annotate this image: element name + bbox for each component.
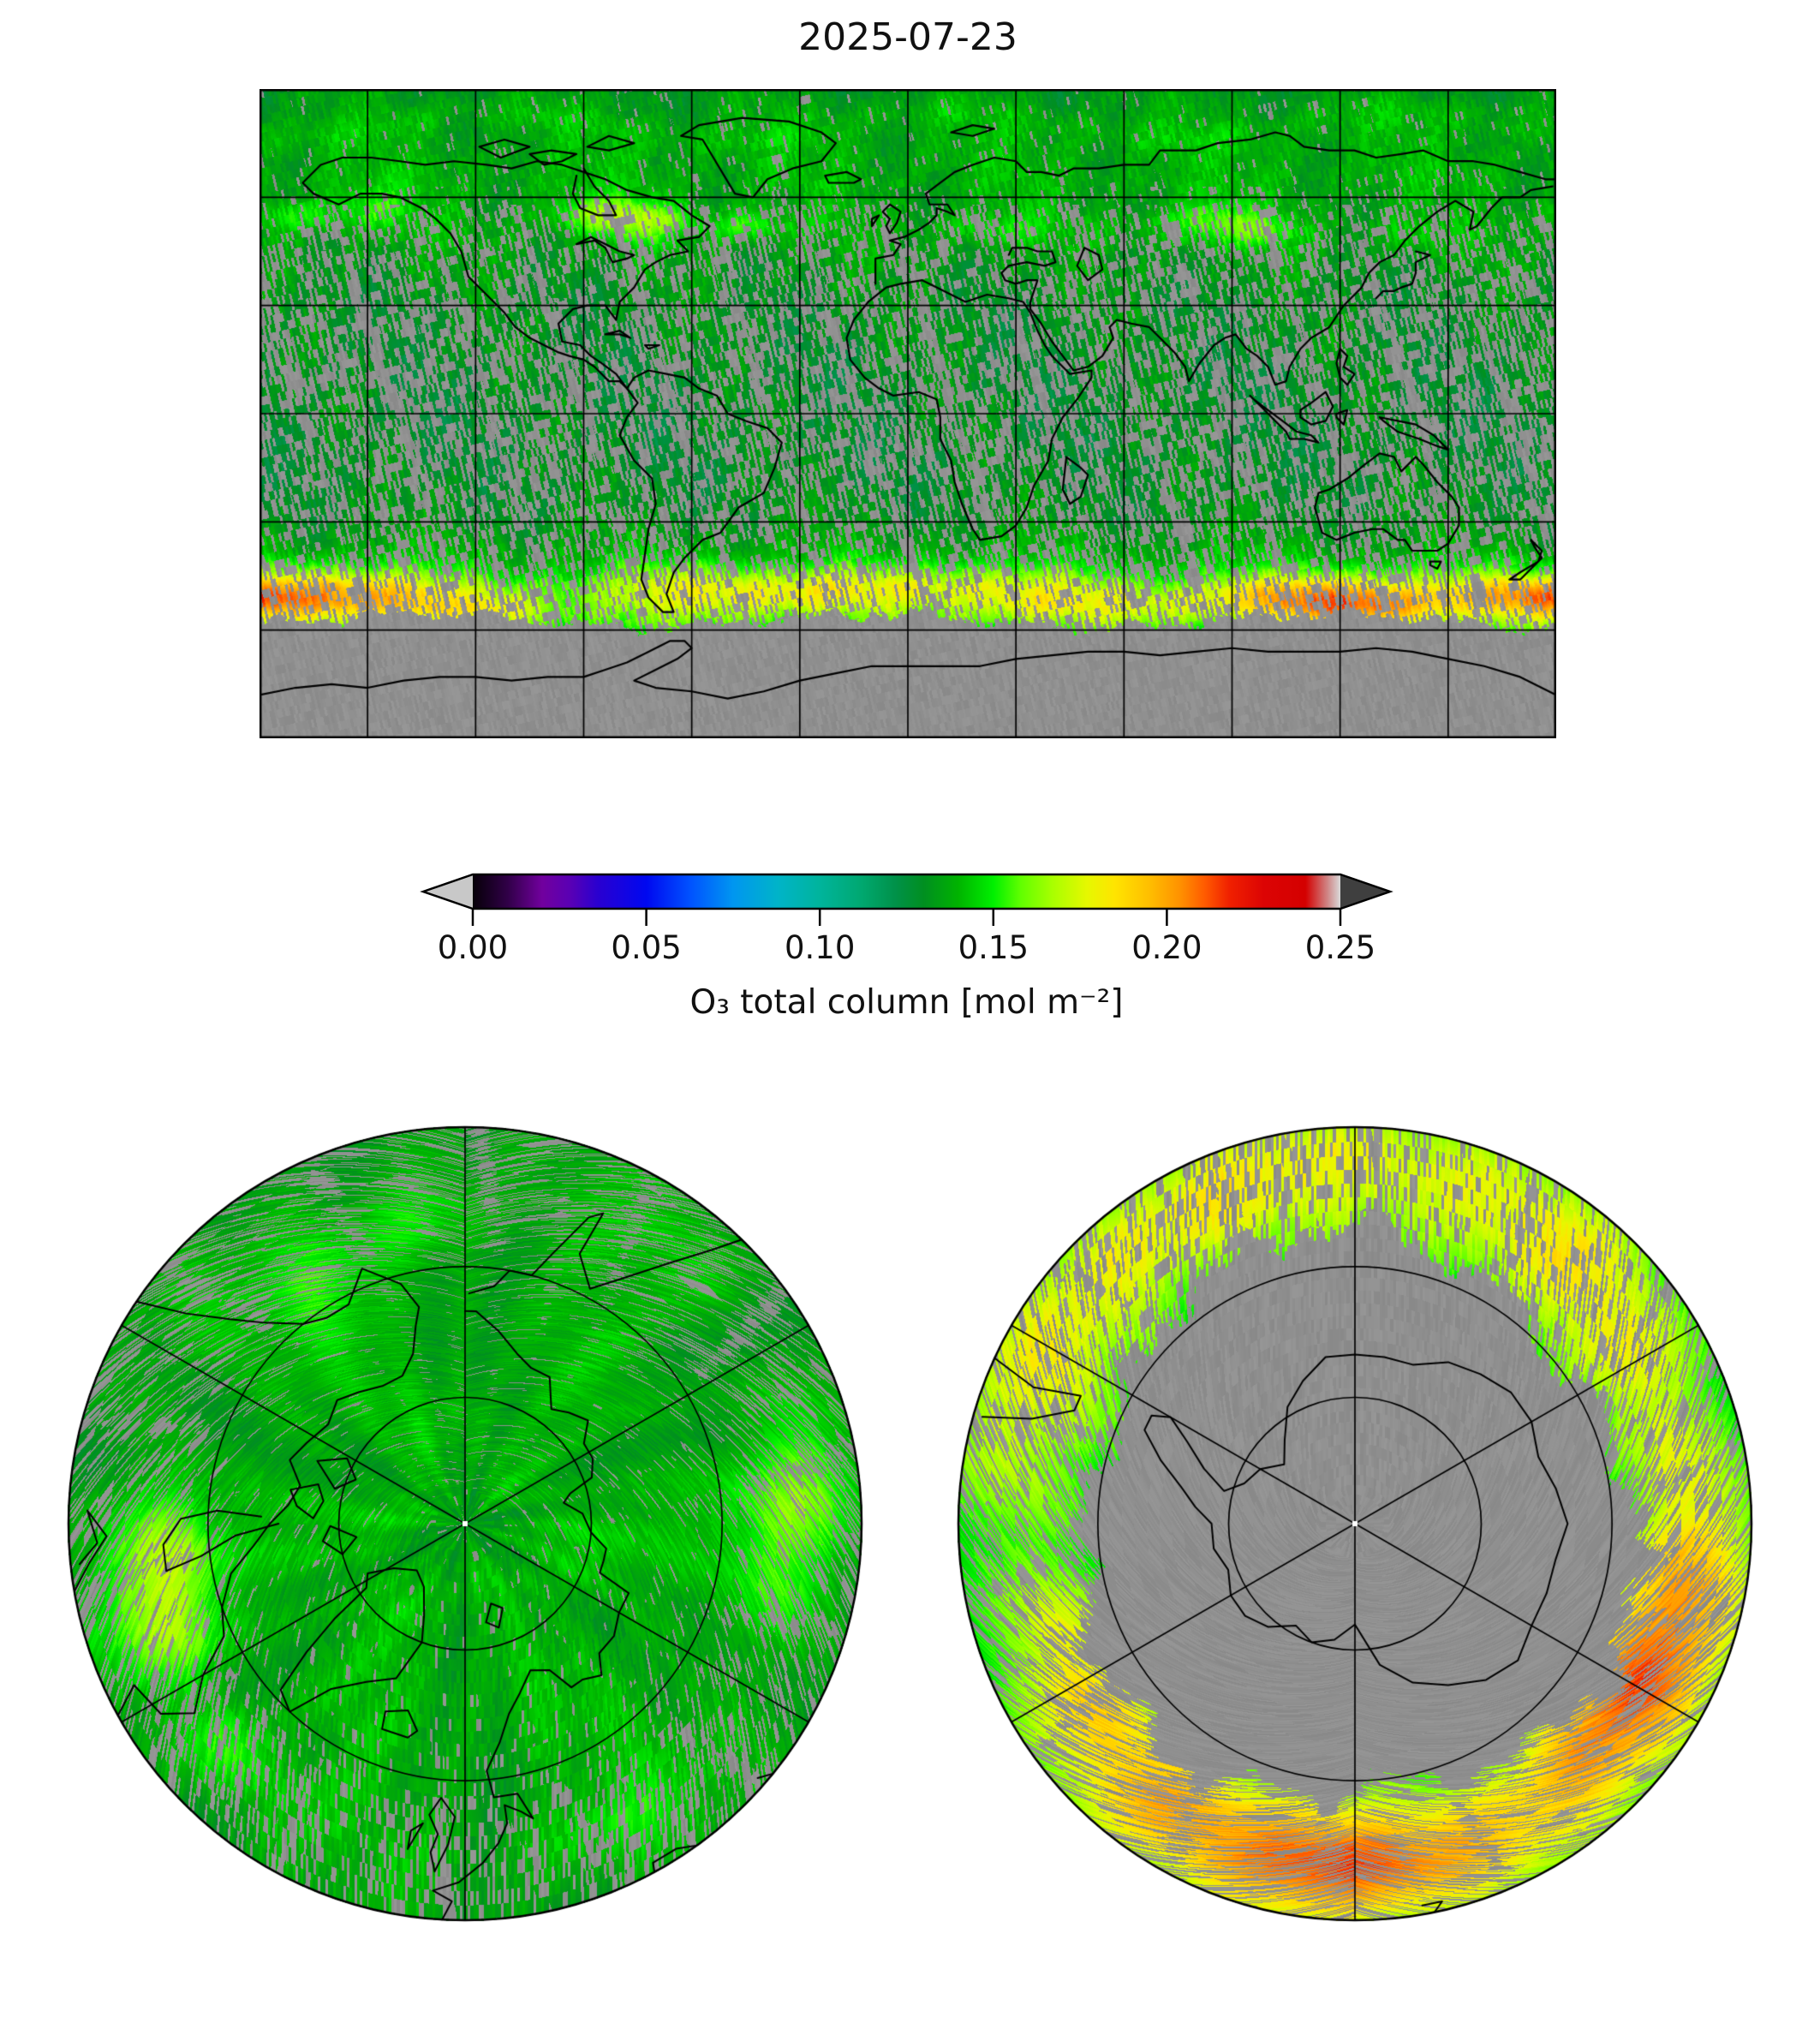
colorbar-axis-label: O₃ total column [mol m⁻²] bbox=[689, 983, 1124, 1022]
colorbar-tick-labels: 0.00 0.05 0.10 0.15 0.20 0.25 bbox=[0, 929, 1820, 972]
colorbar-gradient-bar bbox=[473, 874, 1340, 909]
colorbar-tick-label: 0.00 bbox=[437, 929, 509, 966]
colorbar-tick-label: 0.10 bbox=[784, 929, 856, 966]
colorbar-under-arrow bbox=[423, 874, 473, 909]
global-ozone-map bbox=[260, 89, 1556, 738]
south-polar-ozone-map bbox=[952, 1121, 1757, 1926]
colorbar-tick-label: 0.15 bbox=[958, 929, 1029, 966]
colorbar-tick-label: 0.20 bbox=[1131, 929, 1202, 966]
colorbar-over-arrow bbox=[1340, 874, 1390, 909]
north-polar-ozone-map bbox=[63, 1121, 868, 1926]
colorbar bbox=[420, 873, 1393, 926]
colorbar-tick-label: 0.25 bbox=[1304, 929, 1376, 966]
figure-title: 2025-07-23 bbox=[798, 15, 1017, 59]
colorbar-tickmarks bbox=[471, 909, 1342, 926]
colorbar-tick-label: 0.05 bbox=[611, 929, 682, 966]
